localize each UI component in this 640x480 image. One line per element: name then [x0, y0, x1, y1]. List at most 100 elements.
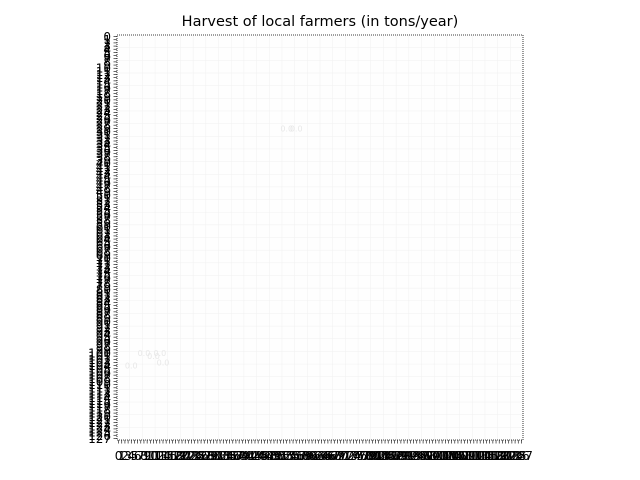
x-tick-label: 79 [362, 449, 377, 463]
y-tick-label: 79 [96, 280, 111, 294]
y-tick-label: 53 [96, 198, 111, 212]
y-tick-label: 127 [88, 432, 111, 446]
x-tick-label: 114 [469, 449, 492, 463]
x-tick-label: 62 [308, 449, 323, 463]
x-tick-label: 125 [504, 449, 527, 463]
cell-annotation: 0.0 [290, 124, 303, 133]
y-tick-label: 24 [96, 106, 111, 120]
y-tick-label: 125 [88, 426, 111, 440]
x-tick-label: 57 [292, 449, 307, 463]
x-tick-label: 38 [231, 449, 246, 463]
y-tick-label: 44 [96, 169, 111, 183]
x-tick-label: 48 [263, 449, 278, 463]
y-tick-label: 118 [88, 403, 111, 417]
y-tick-label: 16 [96, 81, 111, 95]
y-tick-label: 68 [96, 245, 111, 259]
y-tick-label: 39 [96, 153, 111, 167]
x-tick-label: 95 [412, 449, 427, 463]
x-tick-label: 87 [387, 449, 402, 463]
x-tick-label: 42 [244, 449, 259, 463]
y-tick-label: 29 [96, 122, 111, 136]
cell-annotation: 0.0 [153, 349, 166, 358]
y-tick-label: 74 [96, 264, 111, 278]
x-tick-label: 11 [146, 449, 161, 463]
x-tick-label: 75 [349, 449, 364, 463]
x-tick-label: 9 [143, 449, 151, 463]
cell-annotation: 0.0 [147, 352, 160, 361]
cell-annotation: 0.0 [157, 358, 170, 367]
y-tick-label: 69 [96, 248, 111, 262]
x-tick-label: 28 [200, 449, 215, 463]
y-tick-label: 81 [96, 286, 111, 300]
y-tick-label: 49 [96, 185, 111, 199]
x-tick-label: 16 [162, 449, 177, 463]
x-tick-label: 39 [235, 449, 250, 463]
y-tick-label: 52 [96, 195, 111, 209]
x-tick-label: 50 [270, 449, 285, 463]
x-tick-label: 124 [500, 449, 523, 463]
y-tick-label: 117 [88, 400, 111, 414]
y-tick-label: 102 [88, 353, 111, 367]
y-tick-label: 60 [96, 220, 111, 234]
y-tick-label: 84 [96, 296, 111, 310]
y-tick-label: 123 [88, 419, 111, 433]
y-tick-label: 28 [96, 119, 111, 133]
y-tick-label: 100 [88, 346, 111, 360]
x-tick-label: 30 [206, 449, 221, 463]
x-tick-label: 85 [381, 449, 396, 463]
y-tick-label: 27 [96, 116, 111, 130]
x-tick-label: 5 [131, 449, 139, 463]
y-tick-label: 32 [96, 131, 111, 145]
x-tick-label: 115 [472, 449, 495, 463]
y-tick-label: 110 [88, 378, 111, 392]
y-tick-label: 25 [96, 109, 111, 123]
x-tick-label: 3 [124, 449, 132, 463]
x-tick-label: 0 [115, 449, 123, 463]
y-tick-label: 91 [96, 318, 111, 332]
y-tick-label: 77 [96, 274, 111, 288]
x-tick-label: 31 [209, 449, 224, 463]
y-tick-label: 114 [88, 391, 111, 405]
y-tick-label: 19 [96, 90, 111, 104]
y-tick-label: 105 [88, 362, 111, 376]
x-tick-label: 1 [118, 449, 126, 463]
y-tick-label: 4 [103, 43, 111, 57]
x-tick-label: 74 [346, 449, 361, 463]
y-tick-label: 33 [96, 134, 111, 148]
x-tick-label: 110 [456, 449, 479, 463]
y-tick-label: 99 [96, 343, 111, 357]
x-tick-label: 100 [424, 449, 447, 463]
y-tick-label: 92 [96, 321, 111, 335]
x-tick-label: 105 [440, 449, 463, 463]
x-tick-label: 8 [140, 449, 148, 463]
x-tick-label: 120 [488, 449, 511, 463]
x-tick-label: 35 [222, 449, 237, 463]
y-tick-label: 63 [96, 229, 111, 243]
y-tick-label: 107 [88, 369, 111, 383]
x-tick-label: 90 [396, 449, 411, 463]
x-tick-label: 94 [409, 449, 424, 463]
y-tick-label: 40 [96, 157, 111, 171]
y-tick-label: 37 [96, 147, 111, 161]
y-tick-label: 13 [96, 71, 111, 85]
x-tick-label: 123 [497, 449, 520, 463]
y-tick-label: 34 [96, 138, 111, 152]
x-tick-label: 40 [238, 449, 253, 463]
y-axis-ticks: 0123456789101112131415161718192021222324… [88, 30, 117, 446]
x-tick-label: 103 [434, 449, 457, 463]
y-tick-label: 7 [103, 52, 111, 66]
x-tick-label: 122 [494, 449, 517, 463]
y-tick-label: 6 [103, 49, 111, 63]
x-tick-label: 82 [371, 449, 386, 463]
x-tick-label: 7 [137, 449, 145, 463]
y-tick-label: 66 [96, 239, 111, 253]
x-tick-label: 18 [168, 449, 183, 463]
x-tick-label: 55 [285, 449, 300, 463]
x-tick-label: 121 [491, 449, 514, 463]
x-tick-label: 56 [289, 449, 304, 463]
cell-annotation: 0.0 [138, 349, 151, 358]
x-tick-label: 92 [403, 449, 418, 463]
y-tick-label: 47 [96, 179, 111, 193]
y-tick-label: 87 [96, 305, 111, 319]
